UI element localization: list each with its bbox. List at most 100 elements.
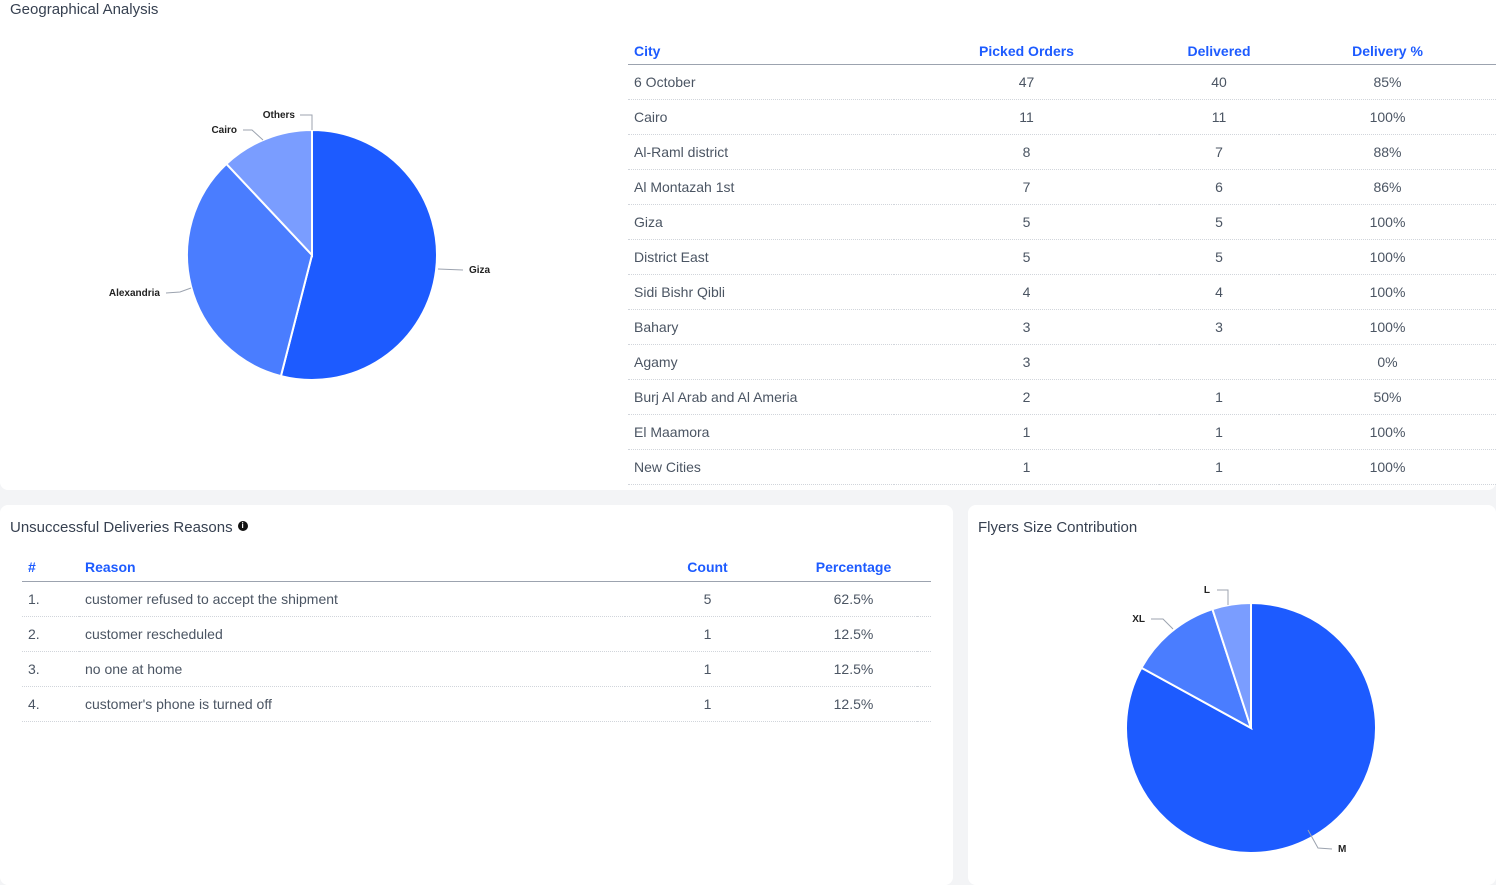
col-count[interactable]: Count [625,552,790,582]
flyers-size-title: Flyers Size Contribution [978,519,1138,536]
pie-label: L [1204,585,1210,596]
pie-leader-line [165,287,192,294]
geo-table-row-cell: Giza [628,204,894,240]
geo-table-row[interactable]: Bahary 3 3 100% [628,309,1496,345]
reasons-table-row-cell: 1 [625,651,790,687]
geo-table-row-cell: 2 [894,379,1159,415]
geo-table-row-cell: Sidi Bishr Qibli [628,274,894,310]
reasons-table-row[interactable]: 4. customer's phone is turned off 1 12.5% [22,686,931,722]
geo-table-row-cell: 100% [1279,414,1496,450]
geo-table-row-cell: Cairo [628,99,894,135]
geo-table-row-cell: 1 [1159,379,1279,415]
col-city[interactable]: City [628,37,894,65]
reasons-table-row-cell: 1 [625,686,790,722]
geo-table-row-cell: 88% [1279,134,1496,170]
pie-label: XL [1132,614,1145,625]
geo-table-row-cell: 7 [894,169,1159,205]
geo-table-row-cell: 1 [894,414,1159,450]
geo-table-row-cell [1159,344,1279,380]
geo-table-row-cell: 40 [1159,64,1279,100]
geo-table-row-cell: 100% [1279,274,1496,310]
geo-table: City Picked Orders Delivered Delivery % … [628,37,1496,485]
geo-table-row-cell: 4 [1159,274,1279,310]
geo-table-row-cell: 100% [1279,309,1496,345]
geo-table-row-cell: 3 [1159,309,1279,345]
geo-table-row[interactable]: Sidi Bishr Qibli 4 4 100% [628,274,1496,310]
reasons-table-row-cell: no one at home [79,651,625,687]
geo-table-row-cell: 5 [894,204,1159,240]
col-spacer [917,552,931,582]
geo-pie-chart: Giza Alexandria Cairo Others [109,110,491,381]
geo-table-row-cell: 100% [1279,204,1496,240]
geo-table-header: City Picked Orders Delivered Delivery % [628,37,1496,65]
pie-label: Alexandria [109,288,161,299]
geo-table-row-cell: 86% [1279,169,1496,205]
pie-leader-line [437,268,464,271]
geo-table-row-cell: Agamy [628,344,894,380]
pie-leader-line [1151,618,1174,630]
reasons-table-row-cell: 62.5% [790,581,917,617]
col-delivered[interactable]: Delivered [1159,37,1279,65]
unsuccessful-deliveries-title: Unsuccessful Deliveries Reasons i [10,519,248,536]
reasons-table: # Reason Count Percentage 1. customer ref… [22,552,931,722]
reasons-table-row-cell: 1 [625,616,790,652]
reasons-table-row-cell: 12.5% [790,686,917,722]
geo-table-row-cell: Burj Al Arab and Al Ameria [628,379,894,415]
col-picked-orders[interactable]: Picked Orders [894,37,1159,65]
row-spacer [917,651,931,687]
geo-table-row[interactable]: Cairo 11 11 100% [628,99,1496,135]
geo-table-row-cell: District East [628,239,894,275]
geo-table-row[interactable]: Giza 5 5 100% [628,204,1496,240]
geographical-analysis-title: Geographical Analysis [10,1,159,18]
geo-table-row[interactable]: Al-Raml district 8 7 88% [628,134,1496,170]
geo-table-row[interactable]: Al Montazah 1st 7 6 86% [628,169,1496,205]
geo-table-row-cell: 6 October [628,64,894,100]
geo-table-row[interactable]: El Maamora 1 1 100% [628,414,1496,450]
pie-label: Others [263,110,296,121]
reasons-table-row-cell: 3. [22,651,79,687]
geo-table-row-cell: 1 [1159,414,1279,450]
pie-slice-cairo[interactable] [225,128,313,258]
pie-label: M [1338,844,1346,855]
col-percentage[interactable]: Percentage [790,552,917,582]
reasons-table-row-cell: customer rescheduled [79,616,625,652]
col-index[interactable]: # [22,552,79,582]
unsuccessful-deliveries-title-text: Unsuccessful Deliveries Reasons [10,519,233,536]
col-reason[interactable]: Reason [79,552,625,582]
flyers-pie-chart: M XL L [1125,585,1377,855]
geo-table-row[interactable]: District East 5 5 100% [628,239,1496,275]
geo-table-row-cell: El Maamora [628,414,894,450]
pie-slice-l[interactable] [1211,601,1252,729]
pie-slice-xl[interactable] [1140,607,1253,731]
reasons-table-row-cell: 12.5% [790,651,917,687]
reasons-table-row-cell: 5 [625,581,790,617]
geo-table-row-cell: 3 [894,309,1159,345]
reasons-table-row[interactable]: 2. customer rescheduled 1 12.5% [22,616,931,652]
geo-table-row-cell: 5 [1159,239,1279,275]
reasons-table-row-cell: 12.5% [790,616,917,652]
geo-table-row-cell: Al-Raml district [628,134,894,170]
reasons-table-row-cell: 2. [22,616,79,652]
row-spacer [917,616,931,652]
geo-table-row-cell: 1 [1159,449,1279,485]
pie-label: Cairo [211,125,237,136]
col-delivery-percent[interactable]: Delivery % [1279,37,1496,65]
pie-label: Giza [469,265,491,276]
geo-table-row-cell: 8 [894,134,1159,170]
reasons-table-row[interactable]: 3. no one at home 1 12.5% [22,651,931,687]
reasons-table-row[interactable]: 1. customer refused to accept the shipmen… [22,581,931,617]
pie-slice-giza[interactable] [279,128,438,381]
geo-table-row-cell: 3 [894,344,1159,380]
geo-table-row-cell: 6 [1159,169,1279,205]
geo-table-row[interactable]: 6 October 47 40 85% [628,64,1496,100]
geo-table-row-cell: 100% [1279,449,1496,485]
geo-table-row[interactable]: New Cities 1 1 100% [628,449,1496,485]
reasons-table-row-cell: 4. [22,686,79,722]
geo-table-row-cell: 7 [1159,134,1279,170]
pie-leader-line [1217,589,1229,605]
geo-table-row[interactable]: Agamy 3 0% [628,344,1496,380]
geo-table-row-cell: 47 [894,64,1159,100]
geo-table-row[interactable]: Burj Al Arab and Al Ameria 2 1 50% [628,379,1496,415]
info-icon[interactable]: i [237,521,248,532]
pie-slice-alexandria[interactable] [186,162,314,378]
